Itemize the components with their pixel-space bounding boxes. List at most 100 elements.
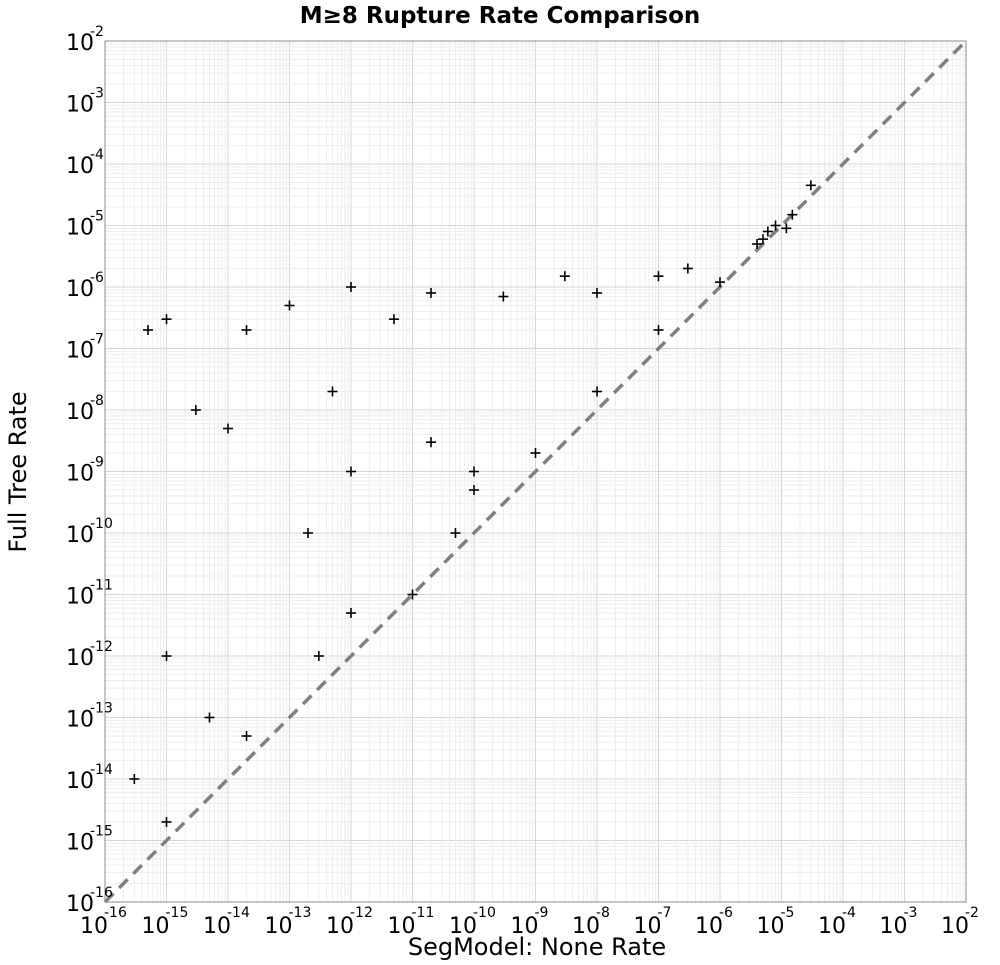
x-tick-exponent: -2	[965, 905, 979, 921]
x-tick-label: 10-15	[142, 905, 189, 939]
x-tick-base: 10	[326, 914, 354, 939]
data-point	[313, 651, 324, 661]
data-point	[450, 528, 461, 538]
x-tick-base: 10	[634, 914, 662, 939]
y-tick-exponent: -14	[90, 762, 113, 778]
y-tick-base: 10	[66, 93, 94, 118]
y-tick-label: 10-2	[66, 24, 104, 56]
x-tick-base: 10	[757, 914, 785, 939]
data-point	[407, 589, 418, 600]
x-tick-exponent: -10	[473, 905, 496, 921]
y-tick-label: 10-6	[66, 270, 104, 302]
data-point	[530, 447, 541, 458]
data-point	[241, 731, 252, 742]
data-point	[592, 386, 602, 397]
data-point	[715, 277, 725, 288]
x-tick-label: 10-14	[203, 905, 250, 939]
x-tick-label: 10-4	[818, 905, 856, 939]
data-point	[787, 209, 798, 220]
x-tick-exponent: -14	[227, 905, 250, 921]
data-point	[498, 291, 509, 302]
x-tick-base: 10	[941, 914, 969, 939]
data-point	[757, 234, 768, 245]
x-tick-base: 10	[511, 914, 539, 939]
y-tick-base: 10	[66, 154, 94, 179]
y-tick-label: 10-16	[66, 885, 113, 917]
x-tick-label: 10-9	[511, 905, 549, 939]
data-point	[346, 608, 356, 619]
data-point	[426, 287, 437, 298]
y-tick-base: 10	[66, 831, 94, 856]
data-points	[129, 180, 816, 827]
data-point	[223, 423, 233, 434]
data-point	[770, 220, 781, 231]
y-tick-exponent: -6	[90, 270, 104, 286]
data-point	[346, 466, 356, 477]
y-tick-base: 10	[66, 523, 94, 548]
x-tick-exponent: -16	[104, 905, 127, 921]
data-point	[682, 263, 693, 274]
chart-grid	[104, 41, 966, 903]
data-point	[592, 287, 602, 298]
y-tick-base: 10	[66, 462, 94, 487]
y-tick-label: 10-10	[66, 516, 113, 548]
y-tick-base: 10	[66, 646, 94, 671]
y-tick-label: 10-8	[66, 393, 104, 425]
y-tick-label: 10-11	[66, 578, 113, 610]
data-point	[781, 223, 792, 234]
x-tick-exponent: -13	[289, 905, 312, 921]
y-tick-base: 10	[66, 339, 94, 364]
x-tick-exponent: -7	[658, 905, 672, 921]
x-tick-label: 10-5	[757, 905, 795, 939]
y-tick-exponent: -9	[90, 455, 104, 471]
x-axis-label: SegModel: None Rate	[408, 933, 666, 961]
x-tick-exponent: -8	[596, 905, 610, 921]
data-point	[752, 239, 763, 250]
x-tick-base: 10	[203, 914, 231, 939]
y-tick-label: 10-3	[66, 86, 104, 118]
y-tick-base: 10	[66, 277, 94, 302]
data-point	[204, 712, 215, 723]
x-tick-exponent: -6	[719, 905, 733, 921]
x-tick-base: 10	[572, 914, 600, 939]
data-point	[190, 405, 201, 415]
y-tick-labels: 10-1610-1510-1410-1310-1210-1110-1010-91…	[66, 24, 113, 917]
x-tick-label: 10-8	[572, 905, 610, 939]
data-point	[388, 314, 399, 325]
y-tick-base: 10	[66, 400, 94, 425]
x-tick-base: 10	[265, 914, 293, 939]
data-point	[653, 271, 664, 282]
y-tick-label: 10-15	[66, 824, 113, 856]
data-point	[303, 528, 314, 538]
chart-title: M≥8 Rupture Rate Comparison	[300, 3, 701, 29]
y-tick-exponent: -2	[90, 24, 104, 40]
y-tick-label: 10-4	[66, 147, 104, 179]
y-tick-exponent: -8	[90, 393, 104, 409]
x-tick-base: 10	[880, 914, 908, 939]
x-tick-label: 10-10	[449, 905, 496, 939]
y-tick-label: 10-5	[66, 209, 104, 241]
x-tick-base: 10	[818, 914, 846, 939]
reference-line	[103, 39, 968, 904]
data-point	[161, 816, 172, 827]
data-point	[161, 314, 172, 325]
y-tick-exponent: -12	[90, 639, 113, 655]
data-point	[129, 774, 140, 784]
x-tick-exponent: -5	[781, 905, 795, 921]
data-point	[346, 282, 356, 292]
x-tick-label: 10-6	[695, 905, 733, 939]
x-tick-labels: 10-1610-1510-1410-1310-1210-1110-1010-91…	[80, 905, 979, 939]
y-tick-exponent: -7	[90, 332, 104, 348]
y-tick-label: 10-9	[66, 455, 104, 487]
y-tick-exponent: -11	[90, 578, 113, 594]
y-tick-exponent: -13	[90, 701, 113, 717]
data-point	[559, 271, 570, 282]
x-tick-exponent: -3	[904, 905, 918, 921]
x-tick-label: 10-2	[941, 905, 979, 939]
y-tick-label: 10-7	[66, 332, 104, 364]
data-point	[805, 180, 816, 191]
y-tick-exponent: -16	[90, 885, 113, 901]
plot-frame	[104, 40, 967, 903]
data-point	[426, 437, 437, 448]
data-point	[142, 324, 153, 335]
